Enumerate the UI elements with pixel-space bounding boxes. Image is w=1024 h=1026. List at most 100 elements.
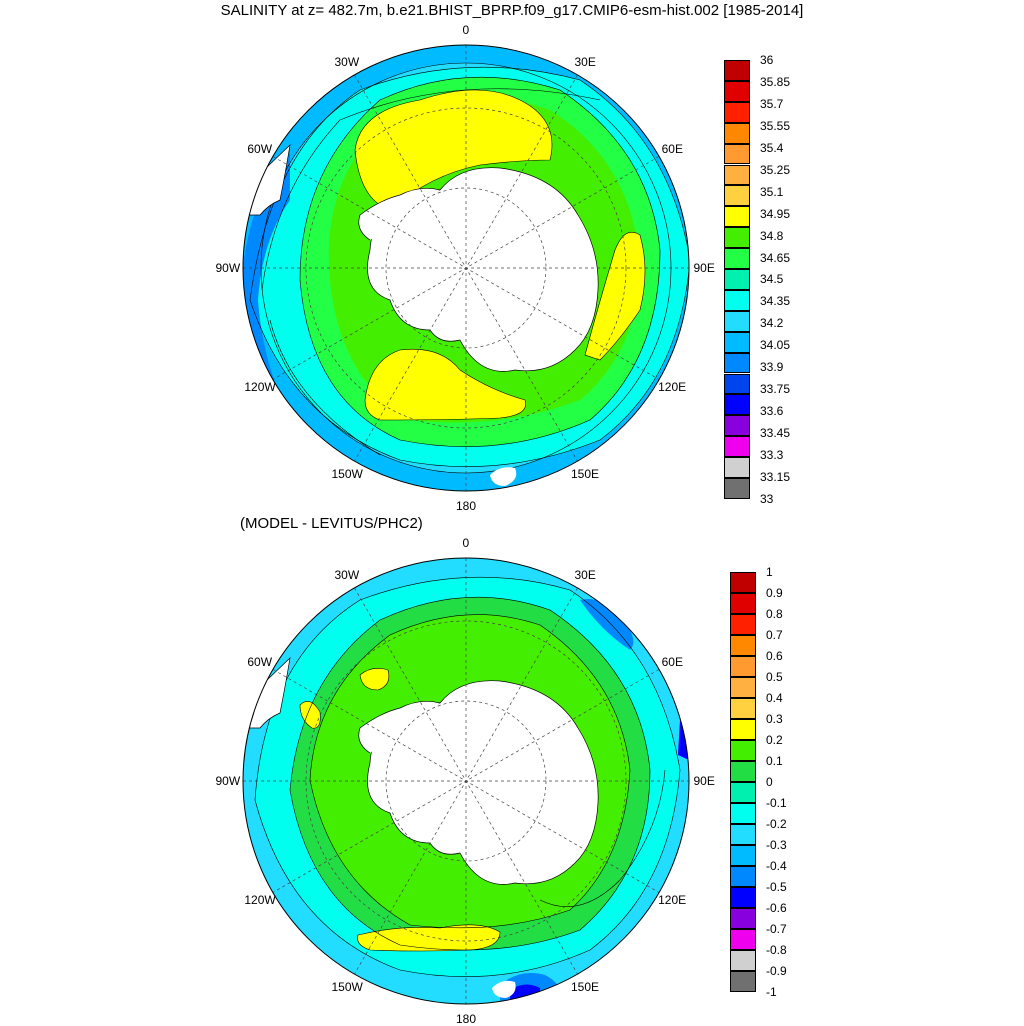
colorbar-tick-label: -0.4 [766, 859, 787, 873]
colorbar-swatch [724, 478, 750, 499]
colorbar-swatch [724, 185, 750, 207]
longitude-label: 120W [244, 893, 276, 907]
colorbar-swatch [730, 950, 756, 971]
difference-subtitle: (MODEL - LEVITUS/PHC2) [240, 515, 423, 532]
colorbar-tick-label: 0.3 [766, 712, 783, 726]
difference-field [243, 558, 689, 1004]
colorbar-swatch [730, 614, 756, 635]
longitude-label: 30E [574, 567, 596, 582]
colorbar-swatch [724, 269, 750, 290]
longitude-label: 60E [661, 655, 683, 669]
colorbar-swatch [724, 248, 750, 269]
colorbar-swatch [724, 101, 750, 123]
longitude-label: 90W [215, 261, 241, 275]
colorbar-tick-label: -0.5 [766, 880, 787, 894]
colorbar-tick-label: 1 [766, 565, 773, 579]
longitude-label: 180 [456, 1012, 477, 1026]
longitude-label: 60W [247, 142, 273, 156]
longitude-label: 0 [462, 23, 470, 37]
colorbar-swatch [724, 352, 750, 374]
colorbar-swatch [730, 677, 756, 698]
colorbar-swatch [730, 572, 756, 593]
colorbar-tick-label: -0.9 [766, 964, 787, 978]
longitude-label: 150W [331, 980, 363, 995]
colorbar-tick-label: 34.35 [760, 294, 791, 309]
colorbar-tick-label: -0.8 [766, 943, 787, 957]
colorbar-swatch [730, 845, 756, 866]
colorbar-tick-label: -0.3 [766, 838, 787, 852]
colorbar-swatch [730, 593, 756, 614]
colorbar-swatch [730, 824, 756, 845]
longitude-label: 90E [693, 261, 715, 275]
longitude-label: 150E [571, 980, 600, 995]
colorbar-tick-label: -0.1 [766, 796, 787, 810]
colorbar-tick-label: 35.1 [760, 184, 784, 199]
colorbar-swatch [724, 289, 750, 311]
colorbar-swatch [724, 227, 750, 249]
colorbar-swatch [724, 310, 750, 332]
colorbar-tick-label: 33.3 [760, 448, 784, 462]
colorbar-tick-label: 0.9 [766, 586, 783, 600]
colorbar-tick-label: 35.55 [760, 118, 791, 133]
colorbar-tick-label: 33.75 [760, 382, 791, 397]
longitude-label: 150W [331, 467, 363, 482]
colorbar-swatch [724, 143, 750, 165]
colorbar-tick-label: 33 [760, 491, 774, 506]
longitude-label: 30W [334, 567, 360, 582]
colorbar-swatch [724, 373, 750, 395]
figure-title: SALINITY at z= 482.7m, b.e21.BHIST_BPRP.… [220, 2, 804, 19]
colorbar-tick-label: 33.9 [760, 360, 784, 375]
longitude-label: 120E [658, 380, 687, 394]
colorbar-swatch [724, 164, 750, 186]
colorbar-swatch [730, 740, 756, 761]
colorbar-tick-label: -1 [766, 985, 777, 999]
colorbar-swatch [730, 971, 756, 992]
colorbar-swatch [730, 698, 756, 719]
longitude-label: 90E [693, 774, 715, 788]
colorbar-tick-label: -0.2 [766, 817, 787, 831]
salinity-field [243, 45, 689, 491]
colorbar-tick-label: 36 [760, 53, 774, 67]
colorbar-tick-label: 35.25 [760, 162, 791, 177]
longitude-label: 60W [247, 655, 273, 669]
longitude-label: 120E [658, 893, 687, 907]
salinity-colorbar: 36 35.85 35.7 35.55 35.4 35.25 35.1 34.95 34.8 34… [724, 53, 814, 506]
colorbar-swatch [730, 866, 756, 887]
colorbar-swatch [724, 394, 750, 416]
colorbar-swatch [730, 929, 756, 950]
colorbar-tick-label: 35.7 [760, 96, 784, 111]
colorbar-tick-label: 0.4 [766, 691, 783, 705]
colorbar-tick-label: 0.5 [766, 670, 783, 684]
colorbar-swatch [730, 803, 756, 824]
colorbar-swatch [724, 331, 750, 353]
colorbar-tick-label: 33.45 [760, 426, 791, 441]
longitude-label: 0 [462, 536, 470, 550]
colorbar-swatch [730, 887, 756, 908]
longitude-label: 30E [574, 54, 596, 69]
longitude-label: 150E [571, 467, 600, 482]
colorbar-tick-label: 0.1 [766, 754, 783, 768]
colorbar-swatch [730, 761, 756, 782]
longitude-label: 120W [244, 380, 276, 394]
difference-colorbar: 1 0.9 0.8 0.7 0.6 0.5 0.4 0.3 0.2 0.1 0 -0.1 -0.2 -0.… [730, 565, 820, 999]
colorbar-swatch [730, 719, 756, 740]
longitude-label: 180 [456, 499, 477, 513]
longitude-label: 90W [215, 774, 241, 788]
colorbar-tick-label: 35.4 [760, 140, 784, 155]
longitude-label: 30W [334, 54, 360, 69]
colorbar-swatch [730, 908, 756, 929]
colorbar-tick-label: 0.8 [766, 607, 783, 621]
colorbar-tick-label: -0.6 [766, 901, 787, 915]
colorbar-tick-label: 34.05 [760, 338, 791, 353]
colorbar-tick-label: 0 [766, 775, 773, 789]
longitude-label: 60E [661, 142, 683, 156]
colorbar-swatch [730, 782, 756, 803]
colorbar-swatch [730, 656, 756, 677]
colorbar-tick-label: 34.5 [760, 272, 784, 287]
colorbar-swatch [724, 122, 750, 144]
colorbar-tick-label: 0.6 [766, 649, 783, 663]
colorbar-tick-label: -0.7 [766, 922, 787, 936]
colorbar-swatch [724, 206, 750, 228]
colorbar-swatch [724, 436, 750, 458]
